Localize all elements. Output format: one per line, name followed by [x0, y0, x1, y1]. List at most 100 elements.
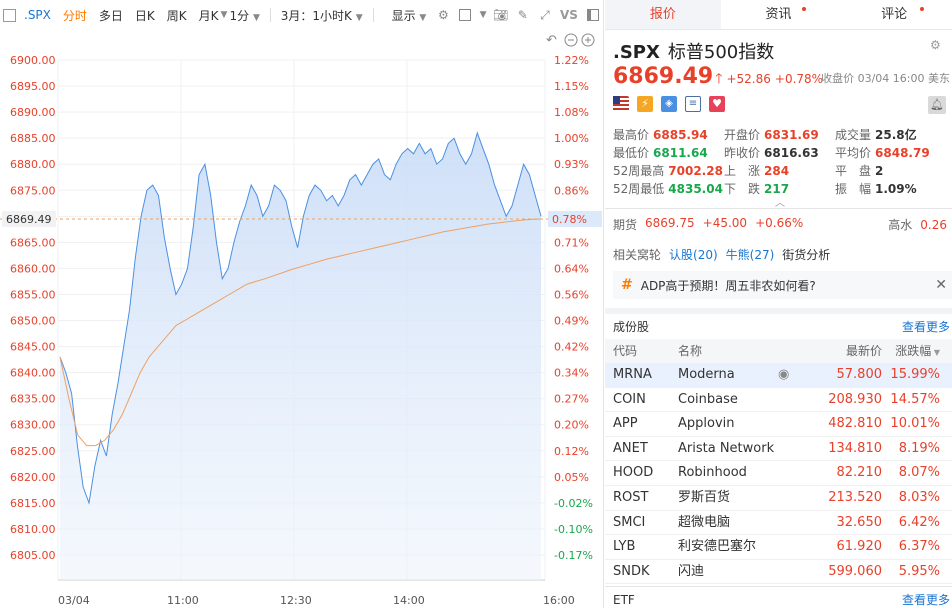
divider [605, 208, 952, 209]
chevron-down-icon[interactable]: ▼ [220, 10, 228, 20]
news-text[interactable]: ADP高于预期！周五非农如何看? [640, 278, 816, 293]
stat-label: 开盘价 [724, 128, 761, 142]
layout-icon[interactable] [456, 5, 474, 25]
y-tick-right: 0.49% [554, 315, 589, 328]
stat-value: 6816.63 [764, 146, 819, 160]
gear-icon[interactable]: ⚙ [930, 38, 941, 52]
cell-code: SMCI [613, 514, 646, 530]
y-tick-left: 6820.00 [10, 471, 56, 484]
news-banner[interactable]: # ADP高于预期！周五非农如何看? ✕ [613, 271, 952, 299]
expand-caret-icon[interactable]: ︿ [775, 198, 785, 209]
undo-icon[interactable]: ↶ [546, 33, 557, 48]
table-row[interactable]: MRNA Moderna ◉ 57.800 15.99% [605, 363, 952, 388]
y-tick-left: 6845.00 [10, 341, 56, 354]
period-daily[interactable]: 日K [134, 8, 155, 23]
period-intraday[interactable]: 分时 [62, 8, 87, 23]
bull-bear-link[interactable]: 牛熊(27) [725, 248, 775, 262]
y-tick-right: 0.27% [554, 393, 589, 406]
notification-dot [920, 7, 925, 11]
pencil-icon[interactable]: ✎ [517, 8, 528, 22]
y-tick-left: 6895.00 [10, 80, 56, 93]
table-row[interactable]: ANET Arista Network 134.810 8.19% [605, 437, 952, 462]
price-change: +52.86 [726, 72, 771, 86]
cell-name: 罗斯百货 [678, 489, 731, 505]
settings-icon[interactable]: ⚙ [438, 8, 449, 22]
fullscreen-icon[interactable]: ⤢ [540, 7, 550, 22]
stat-label: 52周最高 [613, 164, 665, 178]
heart-icon[interactable]: ♥ [709, 96, 725, 112]
display-selector[interactable]: 显示 ▼ [391, 8, 427, 23]
close-icon[interactable]: ✕ [935, 277, 947, 293]
cell-spacer [778, 535, 810, 559]
market-badges: ⚡ ◈ ≡ ♥ [613, 96, 725, 112]
futures-label: 期货 [613, 218, 638, 232]
view-more-etf-link[interactable]: 查看更多 [901, 593, 950, 607]
view-more-constituents-link[interactable]: 查看更多 [901, 319, 950, 334]
table-row[interactable]: SNDK 闪迪 599.060 5.95% [605, 560, 952, 585]
y-tick-left: 6835.00 [10, 393, 56, 406]
table-row[interactable]: COIN Coinbase 208.930 14.57% [605, 388, 952, 413]
sidebar-toggle-icon[interactable] [584, 5, 602, 25]
col-name[interactable]: 名称 [678, 344, 703, 358]
stat-value: 1.09% [875, 182, 917, 196]
stat-value: 6811.64 [653, 146, 708, 160]
stat-value: 217 [764, 182, 790, 196]
stat-value: 284 [764, 164, 790, 178]
cell-pct: 15.99% [890, 367, 940, 382]
street-analysis-link[interactable]: 街货分析 [782, 248, 831, 262]
warrant-call-link[interactable]: 认股(20) [669, 248, 718, 262]
zoom-in-icon[interactable] [581, 33, 595, 47]
intraday-chart[interactable]: 6900.00 1.22% 6895.00 1.15% 6890.00 1.08% 6885… [0, 30, 604, 608]
chevron-down-icon[interactable]: ▼ [479, 10, 487, 20]
tab-news[interactable]: 资讯 [721, 0, 837, 29]
stat-cell: 开盘价 6831.69 [724, 126, 835, 144]
table-row[interactable]: HOOD Robinhood 82.210 8.07% [605, 461, 952, 486]
col-code[interactable]: 代码 [613, 344, 638, 358]
cell-price: 82.210 [836, 465, 883, 481]
zoom-out-icon[interactable] [564, 33, 578, 47]
constituents-title: 成份股 [613, 319, 650, 334]
y-tick-right: -0.10% [554, 523, 593, 536]
chart-toolbar: .SPX 分时 多日 日K 周K 月K ▼ 1分 ▼ 3月：1小时K ▼ 显示 … [0, 0, 604, 30]
price-row: 6869.49 🡑 +52.86 +0.78% [613, 64, 823, 92]
stat-label: 52周最低 [613, 182, 665, 196]
y-tick-left: 6825.00 [10, 445, 56, 458]
col-pct[interactable]: 涨跌幅 ▼ [895, 344, 940, 358]
document-icon[interactable]: ≡ [685, 96, 701, 112]
futures-row[interactable]: 期货 6869.75 +45.00 +0.66% 高水 0.26 [613, 216, 951, 233]
period-monthly[interactable]: 月K [198, 8, 219, 23]
cell-price: 32.650 [836, 514, 883, 530]
table-row[interactable]: SMCI 超微电脑 32.650 6.42% [605, 511, 952, 536]
eye-icon[interactable]: ◉ [778, 367, 790, 382]
col-price[interactable]: 最新价 [845, 344, 882, 358]
tab-comments[interactable]: 评论 [836, 0, 952, 29]
compare-button[interactable]: VS [559, 8, 578, 22]
table-row[interactable]: APP Applovin 482.810 10.01% [605, 412, 952, 437]
table-row[interactable]: LYB 利安德巴塞尔 61.920 6.37% [605, 535, 952, 560]
range-label: 3月：1小时K [280, 8, 352, 23]
arrow-up-icon: 🡑 [715, 71, 723, 87]
cell-code: COIN [613, 391, 646, 407]
table-row[interactable]: ROST 罗斯百货 213.520 8.03% [605, 486, 952, 511]
symbol-selector[interactable]: .SPX [0, 8, 57, 22]
cell-spacer [778, 412, 810, 436]
period-multiday[interactable]: 多日 [98, 8, 123, 23]
y-tick-right: 0.42% [554, 341, 589, 354]
camera-icon[interactable]: 📷︎ [493, 8, 509, 22]
stat-cell: 下 跌 217 [724, 180, 835, 198]
range-selector[interactable]: 3月：1小时K ▼ [280, 8, 363, 23]
cell-name: 闪迪 [678, 563, 705, 579]
lightning-icon[interactable]: ⚡ [637, 96, 653, 112]
interval-selector[interactable]: 1分 ▼ [229, 8, 260, 23]
bell-icon[interactable]: 🔔︎ [928, 96, 946, 114]
cell-price: 61.920 [836, 539, 883, 555]
related-warrants: 相关窝轮 认股(20) 牛熊(27) 街货分析 [613, 246, 830, 263]
y-tick-right: 0.64% [554, 262, 589, 275]
tag-icon[interactable]: ◈ [661, 96, 677, 112]
stat-label: 下 跌 [724, 182, 761, 196]
period-weekly[interactable]: 周K [166, 8, 187, 23]
tab-quote[interactable]: 报价 [605, 0, 721, 29]
y-tick-left: 6810.00 [10, 523, 56, 536]
y-tick-right: 0.56% [554, 288, 589, 301]
tab-label: 评论 [881, 7, 908, 22]
